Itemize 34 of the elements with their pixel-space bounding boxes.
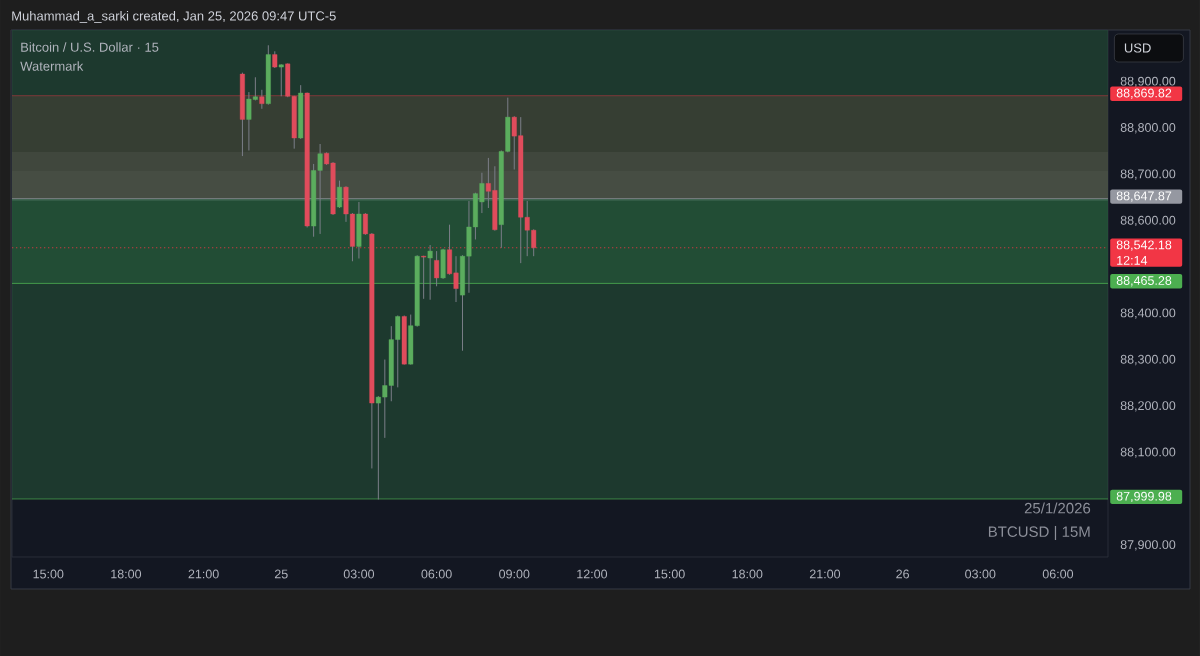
ref-line-label: 88,465.28: [1116, 276, 1172, 287]
y-tick-label: 88,600.00: [1120, 215, 1176, 227]
y-tick-label: 88,900.00: [1120, 76, 1176, 88]
x-tick-label: 18:00: [111, 569, 142, 579]
x-tick-label: 09:00: [499, 569, 530, 579]
ref-line-label: 87,999.98: [1116, 491, 1172, 503]
y-tick-label: 87,900.00: [1120, 540, 1176, 551]
ref-line-label: 88,647.87: [1116, 191, 1172, 202]
x-tick-label: 21:00: [188, 569, 219, 579]
y-tick-label: 88,400.00: [1120, 308, 1176, 319]
text: USD: [1124, 43, 1151, 53]
x-tick-label: 06:00: [421, 569, 452, 579]
ref-line-label: 88,542.18 12:14: [1116, 240, 1172, 265]
y-tick-label: 88,700.00: [1120, 169, 1176, 180]
x-tick-label: 15:00: [654, 569, 685, 579]
x-tick-label: 21:00: [809, 569, 841, 579]
ref-line-label: 88,869.82: [1116, 88, 1172, 99]
x-tick-label: 15:00: [33, 569, 64, 579]
x-tick-label: 03:00: [343, 569, 375, 579]
x-tick-label: 12:00: [577, 569, 608, 579]
text: Muhammad_a_sarki created, Jan 25, 2026 09:47 UTC-5: [12, 10, 336, 23]
annotation: BTCUSD | 15M: [988, 525, 1090, 541]
text: Watermark: [20, 61, 84, 71]
x-tick-label: 06:00: [1042, 569, 1074, 579]
x-tick-label: 25: [274, 569, 288, 579]
y-tick-label: 88,300.00: [1120, 354, 1176, 366]
text: Bitcoin / U.S. Dollar · 15: [21, 42, 159, 52]
annotation: 25/1/2026: [1024, 502, 1091, 514]
y-tick-label: 88,800.00: [1120, 123, 1176, 134]
y-tick-label: 88,100.00: [1120, 447, 1176, 458]
x-tick-label: 03:00: [965, 569, 996, 579]
y-tick-label: 88,200.00: [1120, 401, 1176, 412]
x-tick-label: 26: [896, 569, 909, 579]
x-tick-label: 18:00: [732, 569, 763, 579]
